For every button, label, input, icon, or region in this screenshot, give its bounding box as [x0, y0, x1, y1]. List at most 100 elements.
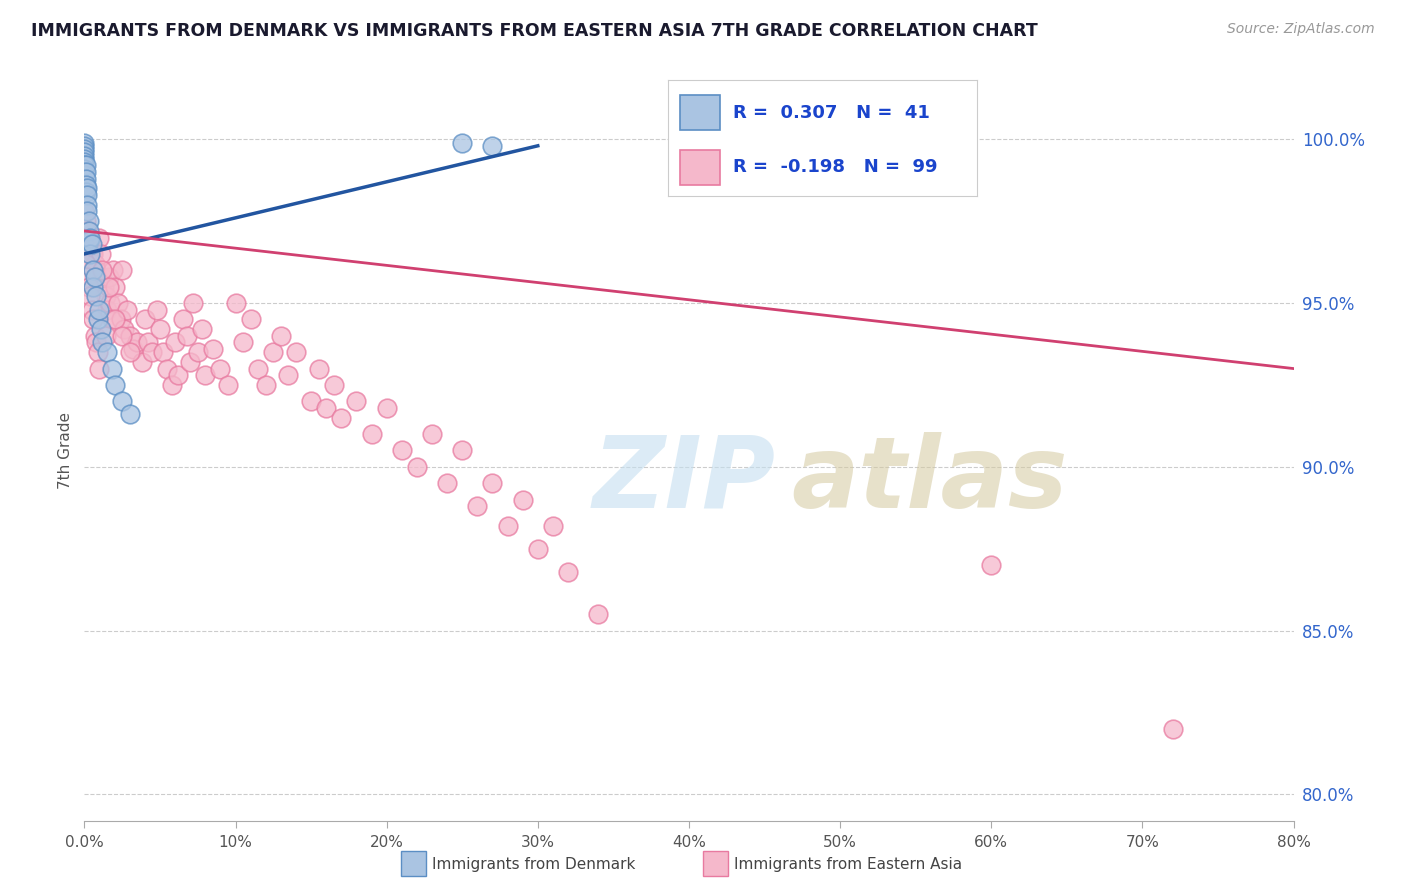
Point — [79, 289, 101, 303]
Point — [201, 342, 224, 356]
Point — [420, 427, 443, 442]
Point — [112, 322, 135, 336]
Point — [97, 279, 120, 293]
Point — [96, 302, 118, 317]
Point — [79, 247, 101, 261]
Point — [79, 230, 101, 244]
Point — [73, 142, 96, 156]
Point — [299, 394, 322, 409]
Point — [209, 361, 232, 376]
Point — [360, 427, 382, 442]
Point — [76, 181, 98, 195]
Point — [96, 345, 118, 359]
Point — [172, 312, 194, 326]
Point — [330, 410, 353, 425]
Point — [308, 361, 330, 376]
Point — [73, 145, 96, 160]
Point — [75, 171, 97, 186]
Point — [104, 378, 127, 392]
Point — [141, 345, 163, 359]
Point — [391, 443, 413, 458]
Point — [73, 152, 96, 166]
Point — [451, 136, 474, 150]
Point — [118, 408, 141, 422]
Point — [118, 345, 141, 359]
Point — [75, 185, 97, 199]
Bar — [681, 150, 720, 185]
Point — [91, 263, 114, 277]
Point — [82, 263, 104, 277]
Point — [82, 312, 104, 326]
Point — [406, 459, 429, 474]
Point — [104, 279, 127, 293]
Point — [73, 165, 96, 179]
Point — [262, 345, 284, 359]
Point — [94, 289, 117, 303]
Point — [467, 499, 489, 513]
Point — [73, 169, 96, 183]
Point — [134, 312, 156, 326]
Point — [146, 302, 169, 317]
Text: Immigrants from Denmark: Immigrants from Denmark — [432, 857, 636, 871]
Point — [239, 312, 262, 326]
Point — [115, 302, 138, 317]
Point — [75, 257, 97, 271]
Point — [73, 158, 96, 172]
Point — [557, 565, 579, 579]
Point — [512, 492, 534, 507]
Point — [136, 335, 159, 350]
Point — [541, 518, 564, 533]
Point — [496, 518, 519, 533]
Point — [89, 302, 111, 317]
Point — [82, 279, 104, 293]
Point — [481, 476, 503, 491]
Point — [75, 214, 97, 228]
Point — [131, 355, 153, 369]
Point — [111, 328, 134, 343]
Point — [107, 296, 129, 310]
Point — [149, 322, 172, 336]
Point — [165, 335, 187, 350]
Point — [76, 204, 98, 219]
Point — [73, 161, 96, 176]
Point — [75, 165, 97, 179]
Point — [87, 345, 110, 359]
Point — [76, 188, 98, 202]
Point — [73, 155, 96, 169]
Point — [110, 312, 132, 326]
Point — [76, 269, 98, 284]
Point — [91, 335, 114, 350]
Point — [167, 368, 190, 383]
Point — [75, 158, 97, 172]
Point — [111, 394, 134, 409]
Point — [225, 296, 247, 310]
Point — [100, 361, 122, 376]
Text: R =  -0.198   N =  99: R = -0.198 N = 99 — [733, 158, 938, 177]
Point — [156, 361, 179, 376]
Point — [217, 378, 239, 392]
Point — [97, 269, 120, 284]
Point — [98, 296, 121, 310]
Point — [315, 401, 337, 415]
Point — [87, 312, 110, 326]
Point — [111, 263, 134, 277]
Point — [84, 257, 107, 271]
Point — [76, 198, 98, 212]
Point — [194, 368, 217, 383]
Point — [84, 269, 107, 284]
Point — [121, 342, 143, 356]
Point — [277, 368, 299, 383]
Point — [80, 302, 103, 317]
Point — [527, 541, 550, 556]
Text: R =  0.307   N =  41: R = 0.307 N = 41 — [733, 103, 929, 121]
Text: atlas: atlas — [792, 432, 1069, 529]
Point — [93, 279, 115, 293]
Point — [75, 178, 97, 193]
Point — [101, 263, 124, 277]
Point — [73, 237, 96, 252]
Point — [176, 328, 198, 343]
Point — [94, 328, 117, 343]
Point — [191, 322, 214, 336]
Point — [980, 558, 1002, 573]
Point — [285, 345, 308, 359]
